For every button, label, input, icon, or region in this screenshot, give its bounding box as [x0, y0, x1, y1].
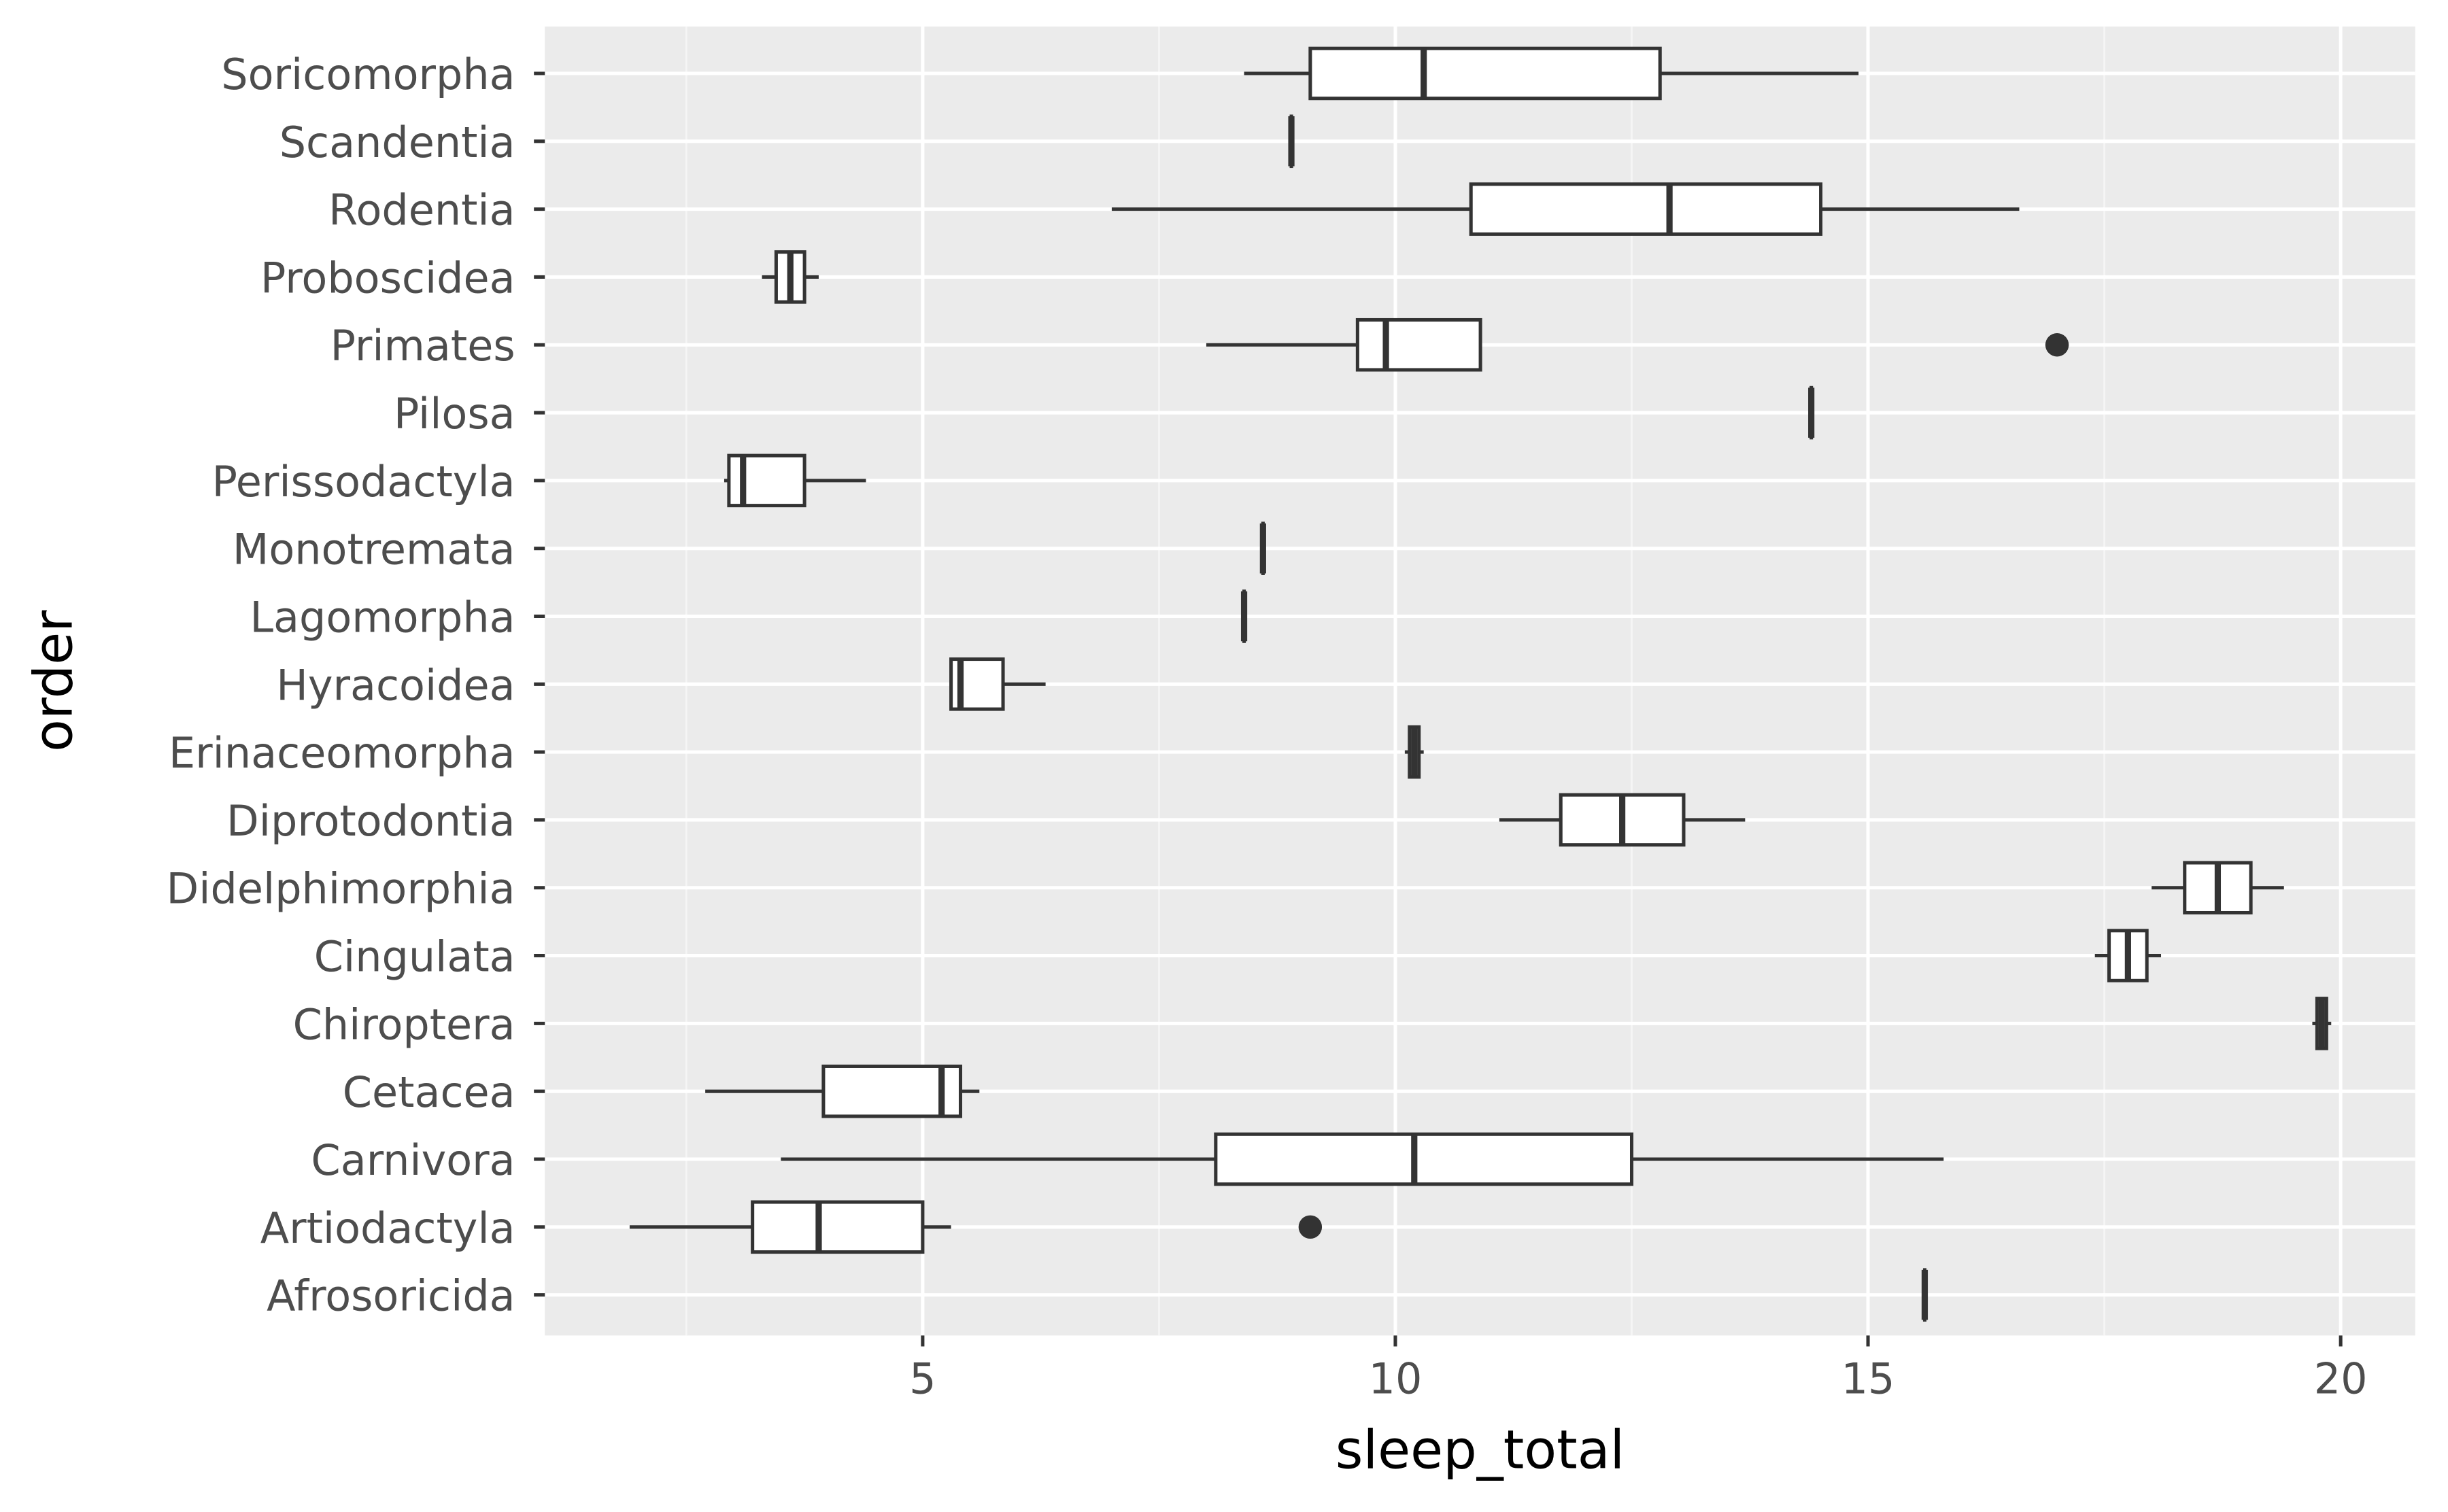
box-primates — [1206, 317, 2069, 372]
box-iqr — [1355, 317, 1482, 372]
x-axis: 5 10 15 20 — [909, 1335, 2368, 1403]
box-iqr — [751, 1200, 925, 1254]
box-cingulata — [2094, 929, 2162, 982]
y-tick-label: Hyracoidea — [276, 660, 515, 710]
box-iqr — [1469, 182, 1823, 236]
y-tick-label: Monotremata — [233, 525, 515, 574]
box-hyracoidea — [949, 657, 1046, 711]
boxplots — [629, 46, 2332, 1322]
x-tick-label: 5 — [909, 1354, 936, 1403]
box-proboscidea — [762, 250, 819, 304]
y-tick-label: Primates — [330, 321, 515, 371]
box-didelphimorphia — [2152, 861, 2284, 915]
outlier-point — [1298, 1215, 1323, 1239]
y-tick-label: Scandentia — [279, 118, 515, 167]
box-rodentia — [1111, 182, 2020, 236]
y-tick-label: Cingulata — [314, 932, 515, 982]
box-perissodactyla — [724, 453, 866, 508]
box-artiodactyla — [629, 1200, 1323, 1254]
y-tick-label: Diprotodontia — [226, 796, 515, 846]
y-tick-label: Carnivora — [311, 1135, 515, 1185]
box-cetacea — [705, 1064, 980, 1118]
y-axis: Soricomorpha Scandentia Rodentia Proboscide… — [167, 50, 545, 1321]
x-tick-label: 20 — [2314, 1354, 2368, 1403]
x-tick-label: 10 — [1369, 1354, 1423, 1403]
x-tick-label: 15 — [1841, 1354, 1895, 1403]
y-tick-label: Chiroptera — [293, 999, 515, 1049]
box-iqr — [1214, 1132, 1634, 1186]
y-tick-label: Pilosa — [394, 389, 515, 439]
box-iqr — [821, 1064, 963, 1118]
outlier-point — [2045, 333, 2069, 357]
y-tick-label: Cetacea — [343, 1067, 515, 1117]
box-carnivora — [781, 1132, 1944, 1186]
box-erinaceomorpha — [1404, 725, 1424, 779]
y-tick-label: Rodentia — [328, 186, 515, 235]
y-tick-label: Didelphimorphia — [167, 864, 515, 914]
box-diprotodontia — [1499, 793, 1746, 847]
y-tick-label: Artiodactyla — [260, 1203, 515, 1253]
y-tick-label: Soricomorpha — [221, 50, 515, 99]
x-axis-title: sleep_total — [1336, 1420, 1625, 1481]
box-iqr — [1308, 46, 1662, 101]
box-chiroptera — [2312, 997, 2332, 1050]
y-tick-label: Afrosoricida — [267, 1271, 515, 1321]
y-axis-title: order — [24, 610, 85, 752]
y-tick-label: Proboscidea — [260, 253, 515, 303]
y-tick-label: Erinaceomorpha — [169, 728, 515, 778]
y-tick-label: Lagomorpha — [250, 592, 515, 642]
box-soricomorpha — [1244, 46, 1859, 101]
y-tick-label: Perissodactyla — [212, 457, 515, 506]
